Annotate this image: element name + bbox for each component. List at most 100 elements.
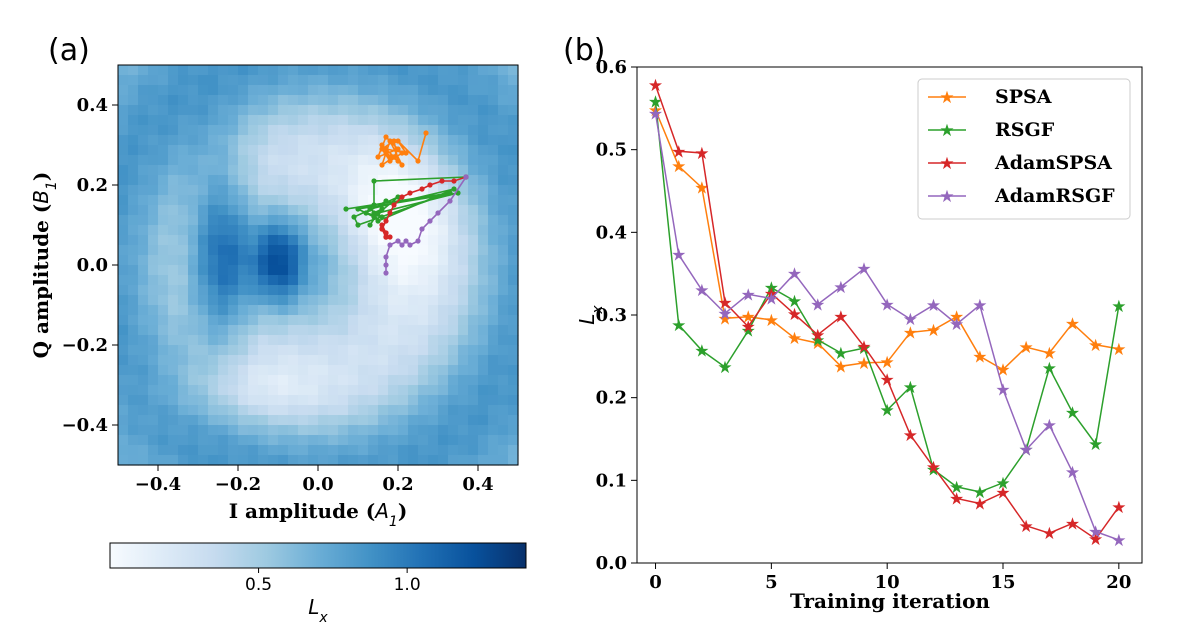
- heatmap-cell: [328, 195, 339, 206]
- heatmap-cell: [188, 65, 199, 76]
- heatmap-cell: [378, 345, 389, 356]
- heatmap-cell: [278, 455, 289, 466]
- heatmap-cell: [338, 335, 349, 346]
- heatmap-cell: [128, 405, 139, 416]
- heatmap-cell: [348, 205, 359, 216]
- heatmap-cell: [378, 95, 389, 106]
- heatmap-cell: [498, 395, 509, 406]
- heatmap-cell: [228, 305, 239, 316]
- heatmap-cell: [448, 85, 459, 96]
- heatmap-cell: [198, 305, 209, 316]
- heatmap-cell: [428, 155, 439, 166]
- heatmap-cell: [508, 405, 519, 416]
- heatmap-cell: [268, 145, 279, 156]
- heatmap-cell: [178, 65, 189, 76]
- heatmap-cell: [198, 125, 209, 136]
- heatmap-cell: [478, 255, 489, 266]
- heatmap-cell: [488, 435, 499, 446]
- heatmap-cell: [328, 315, 339, 326]
- heatmap-cell: [168, 305, 179, 316]
- heatmap-cell: [438, 205, 449, 216]
- heatmap-cell: [168, 295, 179, 306]
- heatmap-cell: [248, 335, 259, 346]
- heatmap-cell: [368, 325, 379, 336]
- heatmap-cell: [248, 195, 259, 206]
- heatmap-cell: [478, 165, 489, 176]
- heatmap-cell: [288, 255, 299, 266]
- heatmap-cell: [228, 205, 239, 216]
- heatmap-cell: [148, 65, 159, 76]
- heatmap-cell: [188, 285, 199, 296]
- heatmap-cell: [178, 85, 189, 96]
- heatmap-cell: [158, 185, 169, 196]
- heatmap-cell: [148, 325, 159, 336]
- heatmap-cell: [468, 305, 479, 316]
- heatmap-cell: [438, 135, 449, 146]
- heatmap-cell: [338, 455, 349, 466]
- heatmap-cell: [118, 155, 129, 166]
- heatmap-cell: [128, 195, 139, 206]
- series-marker-spsa: ★: [787, 329, 802, 349]
- heatmap-cell: [308, 285, 319, 296]
- heatmap-cell: [128, 235, 139, 246]
- heatmap-cell: [358, 275, 369, 286]
- heatmap-cell: [128, 275, 139, 286]
- heatmap-cell: [328, 435, 339, 446]
- heatmap-cell: [328, 355, 339, 366]
- heatmap-cell: [388, 325, 399, 336]
- heatmap-cell: [378, 305, 389, 316]
- heatmap-cell: [488, 295, 499, 306]
- series-marker-spsa: ★: [1065, 314, 1080, 334]
- heatmap-cell: [128, 65, 139, 76]
- heatmap-cell: [218, 165, 229, 176]
- trajectory-point-adamspsa: [383, 234, 389, 240]
- heatmap-cell: [488, 455, 499, 466]
- heatmap-cell: [268, 425, 279, 436]
- heatmap-cell: [458, 355, 469, 366]
- heatmap-cell: [498, 355, 509, 366]
- heatmap-cell: [508, 295, 519, 306]
- heatmap-cell: [428, 75, 439, 86]
- heatmap-cell: [288, 165, 299, 176]
- trajectory-point-adamrsgf: [415, 238, 421, 244]
- heatmap-cell: [238, 115, 249, 126]
- heatmap-cell: [318, 425, 329, 436]
- line-chart-y-axis-title: Lx: [575, 305, 606, 325]
- heatmap-cell: [278, 115, 289, 126]
- heatmap-cell: [208, 165, 219, 176]
- heatmap-cell: [498, 155, 509, 166]
- heatmap-cell: [338, 155, 349, 166]
- heatmap-cell: [238, 235, 249, 246]
- heatmap-cell: [398, 245, 409, 256]
- heatmap-cell: [218, 285, 229, 296]
- series-marker-rsgf: ★: [856, 339, 871, 359]
- heatmap-cell: [478, 285, 489, 296]
- heatmap-cell: [268, 85, 279, 96]
- heatmap-cell: [178, 215, 189, 226]
- heatmap-cell: [428, 315, 439, 326]
- heatmap-cell: [138, 135, 149, 146]
- heatmap-cell: [318, 395, 329, 406]
- heatmap-cell: [158, 295, 169, 306]
- line-chart-x-tick-label: 20: [1106, 572, 1131, 593]
- heatmap-cell: [168, 135, 179, 146]
- heatmap-cell: [338, 375, 349, 386]
- heatmap-cell: [148, 295, 159, 306]
- heatmap-cell: [358, 445, 369, 456]
- heatmap-cell: [378, 315, 389, 326]
- heatmap-cell: [398, 235, 409, 246]
- legend-label-adamrsgf: AdamRSGF: [994, 185, 1115, 207]
- heatmap-cell: [478, 415, 489, 426]
- heatmap-cell: [348, 95, 359, 106]
- heatmap-cell: [148, 315, 159, 326]
- heatmap-cell: [508, 385, 519, 396]
- heatmap-cell: [368, 145, 379, 156]
- heatmap-cell: [338, 415, 349, 426]
- heatmap-cell: [158, 265, 169, 276]
- heatmap-cell: [448, 155, 459, 166]
- heatmap-cell: [398, 295, 409, 306]
- series-marker-rsgf: ★: [1042, 359, 1057, 379]
- heatmap-cell: [508, 345, 519, 356]
- series-marker-adamspsa: ★: [949, 490, 964, 510]
- heatmap-cell: [478, 75, 489, 86]
